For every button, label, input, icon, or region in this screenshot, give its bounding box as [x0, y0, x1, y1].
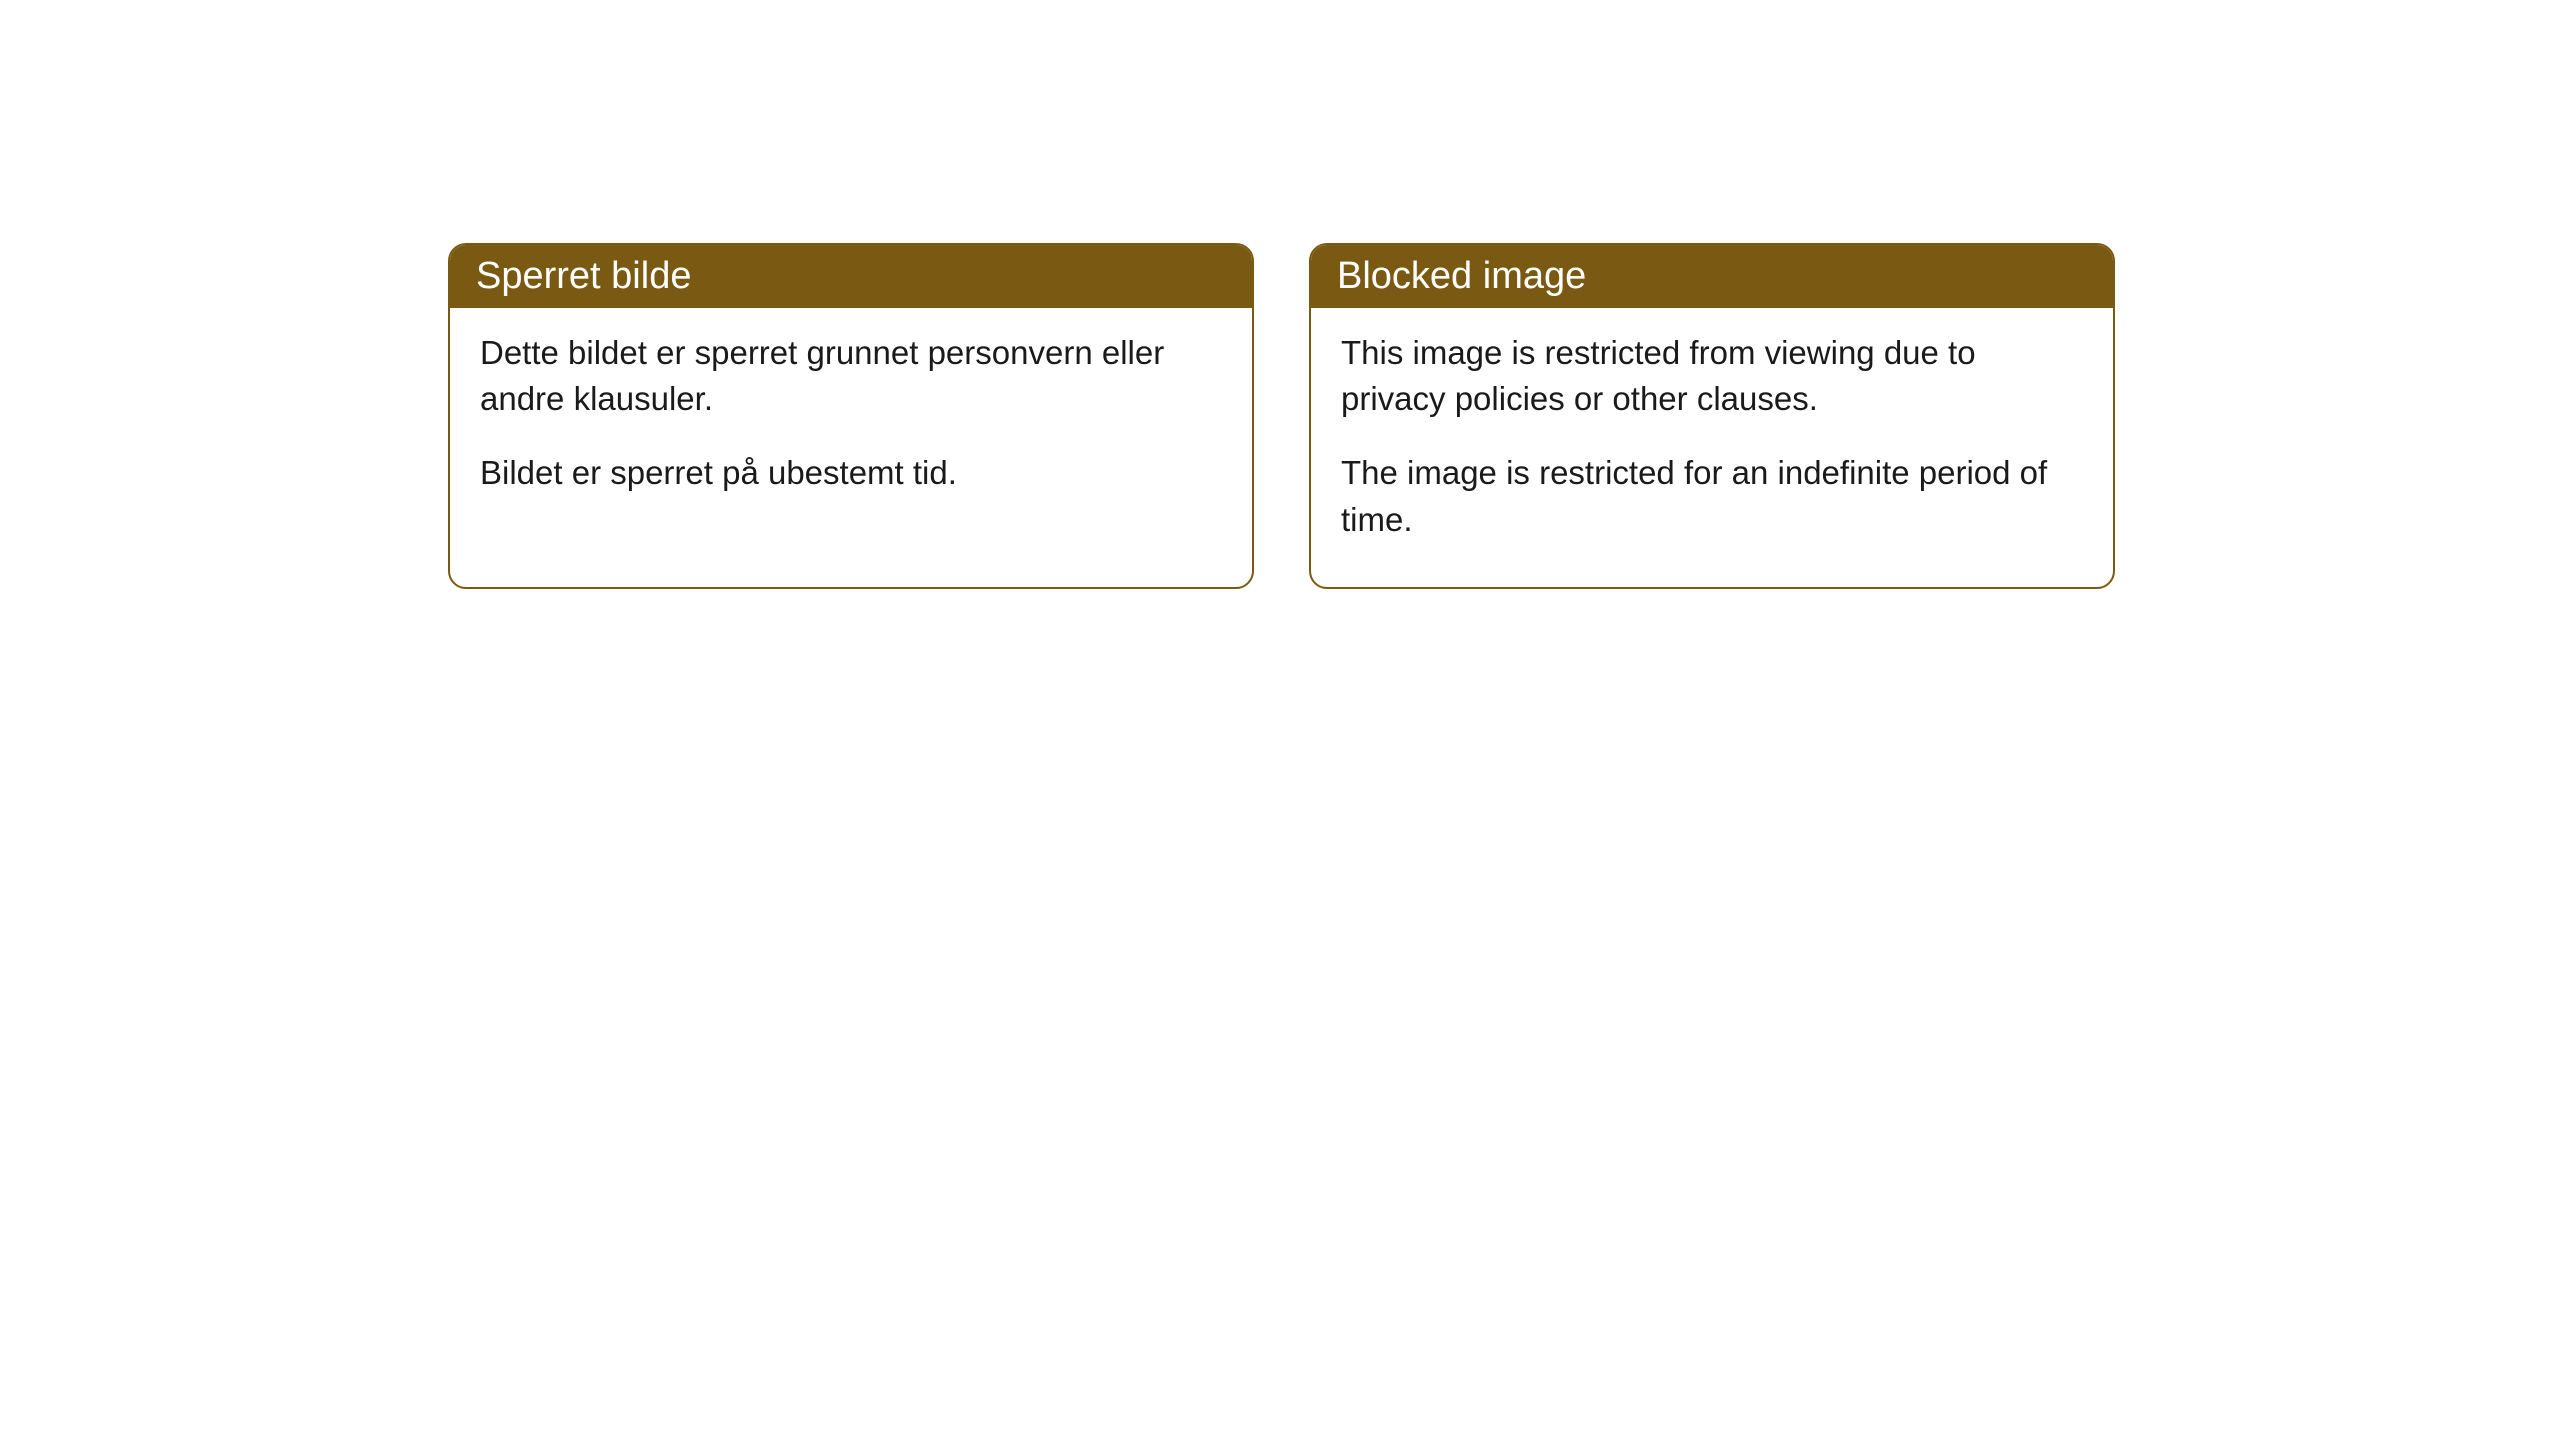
blocked-image-card-norwegian: Sperret bilde Dette bildet er sperret gr…: [448, 243, 1254, 589]
card-title: Sperret bilde: [476, 255, 691, 297]
cards-container: Sperret bilde Dette bildet er sperret gr…: [448, 243, 2115, 589]
card-body: This image is restricted from viewing du…: [1311, 308, 2113, 587]
card-paragraph-2: Bildet er sperret på ubestemt tid.: [480, 450, 1222, 496]
card-paragraph-1: Dette bildet er sperret grunnet personve…: [480, 330, 1222, 422]
card-paragraph-1: This image is restricted from viewing du…: [1341, 330, 2083, 422]
card-header: Blocked image: [1311, 245, 2113, 308]
card-paragraph-2: The image is restricted for an indefinit…: [1341, 450, 2083, 542]
blocked-image-card-english: Blocked image This image is restricted f…: [1309, 243, 2115, 589]
card-body: Dette bildet er sperret grunnet personve…: [450, 308, 1252, 541]
card-title: Blocked image: [1337, 255, 1586, 297]
card-header: Sperret bilde: [450, 245, 1252, 308]
